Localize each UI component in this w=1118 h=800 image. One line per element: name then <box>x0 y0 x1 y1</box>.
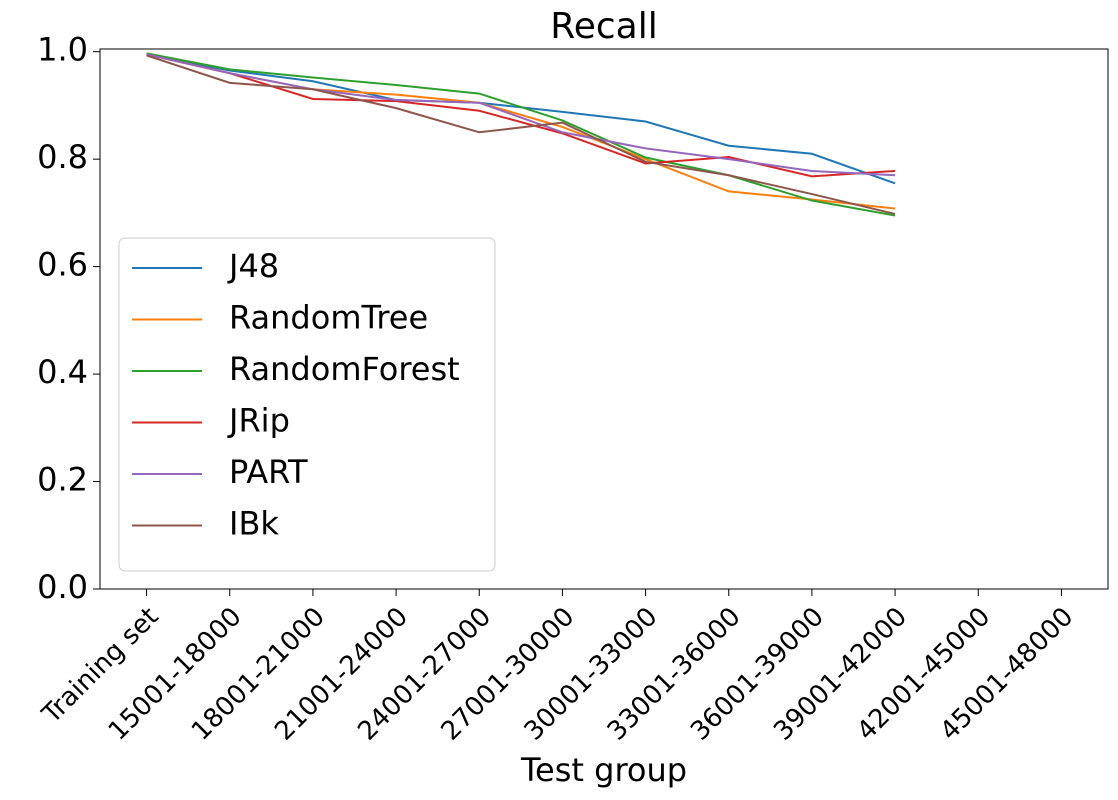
legend-label: JRip <box>227 402 290 440</box>
y-tick-label: 0.0 <box>37 568 88 606</box>
x-axis-label: Test group <box>520 751 687 789</box>
line-series <box>146 52 896 217</box>
line-series <box>146 53 896 210</box>
legend-label: RandomTree <box>229 299 428 337</box>
plot-frame <box>99 48 1109 590</box>
line-series <box>146 54 896 215</box>
y-tick-label: 0.8 <box>37 138 88 176</box>
y-tick-label: 0.4 <box>37 353 88 391</box>
legend-label: PART <box>229 453 308 491</box>
legend-label: RandomForest <box>229 350 460 388</box>
line-series <box>146 53 896 185</box>
y-tick-label: 1.0 <box>37 31 88 69</box>
chart-title: Recall <box>550 6 657 47</box>
y-tick-label: 0.2 <box>37 461 88 499</box>
legend-box <box>118 237 496 572</box>
legend-label: J48 <box>227 247 279 285</box>
legend: J48 RandomTree RandomForest JRip PART IBk <box>118 237 496 572</box>
y-tick-label: 0.6 <box>37 246 88 284</box>
line-series <box>146 53 896 177</box>
legend-label: IBk <box>229 505 279 543</box>
